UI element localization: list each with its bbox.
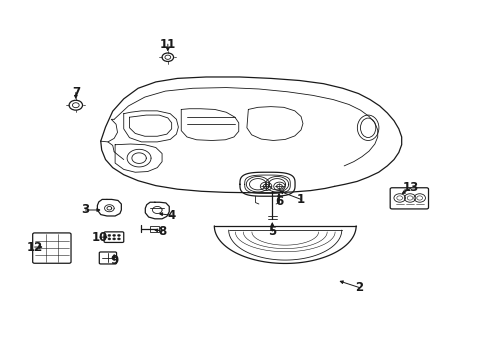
Circle shape bbox=[108, 234, 111, 237]
Text: 4: 4 bbox=[167, 209, 175, 222]
Circle shape bbox=[112, 234, 115, 237]
Text: 7: 7 bbox=[72, 86, 80, 99]
Text: 5: 5 bbox=[267, 225, 276, 238]
Text: 1: 1 bbox=[296, 193, 305, 206]
Text: 11: 11 bbox=[160, 38, 176, 51]
Circle shape bbox=[112, 238, 115, 240]
Bar bbox=[150, 226, 159, 231]
Text: 3: 3 bbox=[81, 203, 89, 216]
Text: 6: 6 bbox=[274, 195, 283, 208]
Circle shape bbox=[117, 238, 120, 240]
Text: 8: 8 bbox=[158, 225, 166, 238]
Text: 13: 13 bbox=[402, 181, 419, 194]
Circle shape bbox=[117, 234, 120, 237]
Text: 12: 12 bbox=[26, 240, 42, 253]
Circle shape bbox=[108, 238, 111, 240]
Text: 9: 9 bbox=[110, 254, 118, 267]
Text: 10: 10 bbox=[91, 231, 108, 244]
Text: 2: 2 bbox=[355, 281, 363, 294]
